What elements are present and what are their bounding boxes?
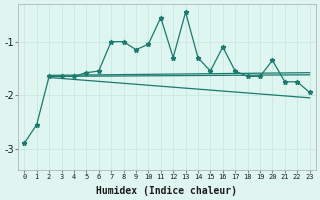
X-axis label: Humidex (Indice chaleur): Humidex (Indice chaleur)	[96, 186, 237, 196]
